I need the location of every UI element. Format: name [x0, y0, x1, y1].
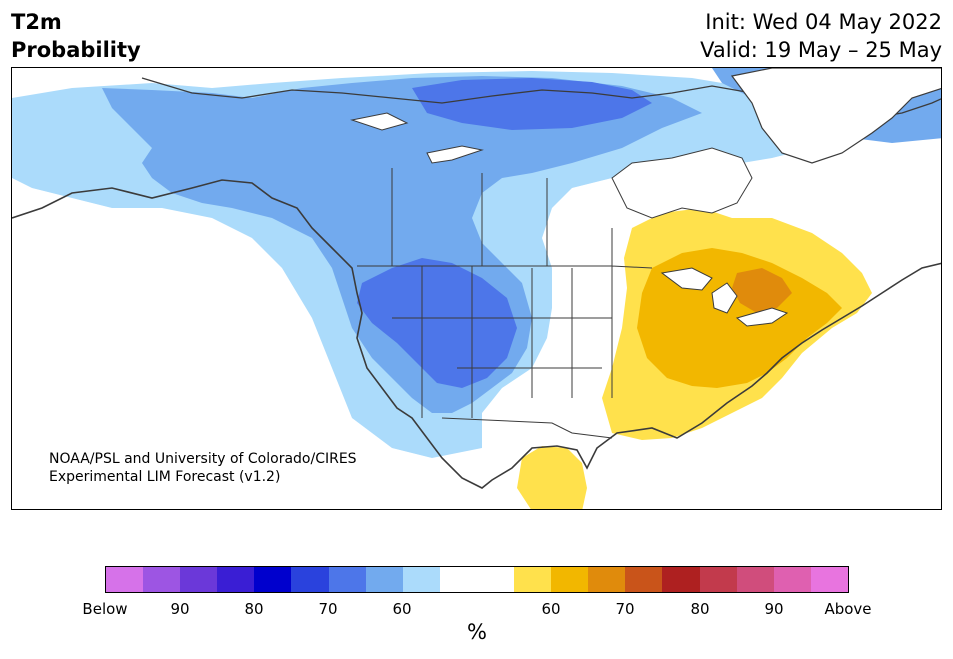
great-lakes — [660, 267, 789, 327]
colorbar-segment — [662, 567, 700, 592]
below-60-region — [102, 76, 702, 413]
colorbar-segment — [476, 567, 515, 592]
colorbar-tick-label: 90 — [170, 600, 190, 618]
colorbar-tick-label: 70 — [615, 600, 635, 618]
colorbar-segment — [551, 567, 589, 592]
colorbar-segment — [254, 567, 292, 592]
colorbar-segment — [810, 567, 848, 592]
greenland-coast — [730, 68, 941, 164]
hudson-bay — [611, 147, 753, 219]
probability-colorbar — [105, 566, 849, 593]
arctic-islands — [350, 112, 484, 164]
below-70-region — [357, 78, 652, 388]
colorbar-tick-label: 90 — [764, 600, 784, 618]
forecast-dates: Init: Wed 04 May 2022 Valid: 19 May – 25… — [700, 8, 942, 64]
above-50-texas — [517, 446, 587, 509]
valid-range: Valid: 19 May – 25 May — [700, 38, 942, 62]
colorbar-tick-label: 70 — [318, 600, 338, 618]
colorbar-segment — [699, 567, 737, 592]
country-borders — [357, 168, 653, 439]
colorbar-segment — [588, 567, 626, 592]
init-date: Init: Wed 04 May 2022 — [705, 10, 942, 34]
colorbar-segment — [328, 567, 366, 592]
colorbar-tick-label: 80 — [690, 600, 710, 618]
colorbar-segment — [143, 567, 181, 592]
title-line-1: T2m — [11, 10, 62, 34]
colorbar-tick-label: 60 — [392, 600, 412, 618]
data-credit: NOAA/PSL and University of Colorado/CIRE… — [49, 450, 357, 486]
colorbar-unit: % — [467, 620, 487, 644]
credit-line-1: NOAA/PSL and University of Colorado/CIRE… — [49, 451, 357, 467]
colorbar-segment — [217, 567, 255, 592]
colorbar-segment — [402, 567, 440, 592]
colorbar-segment — [736, 567, 774, 592]
colorbar-segment — [773, 567, 811, 592]
colorbar-tick-label: 80 — [244, 600, 264, 618]
map-title: T2m Probability — [11, 8, 141, 64]
colorbar-tick-label: 60 — [541, 600, 561, 618]
colorbar-segment — [625, 567, 663, 592]
colorbar-segment — [365, 567, 403, 592]
coastline — [12, 179, 941, 489]
colorbar-tick-label: Above — [824, 600, 872, 618]
colorbar-segment — [180, 567, 218, 592]
above-70-region — [732, 268, 792, 313]
colorbar-segment — [106, 567, 144, 592]
map-canvas — [12, 68, 941, 509]
colorbar-tick-label: Below — [82, 600, 128, 618]
title-line-2: Probability — [11, 38, 141, 62]
colorbar-segment — [291, 567, 329, 592]
colorbar-segment — [439, 567, 477, 592]
colorbar-segment — [514, 567, 552, 592]
probability-map — [11, 67, 942, 510]
credit-line-2: Experimental LIM Forecast (v1.2) — [49, 469, 281, 485]
